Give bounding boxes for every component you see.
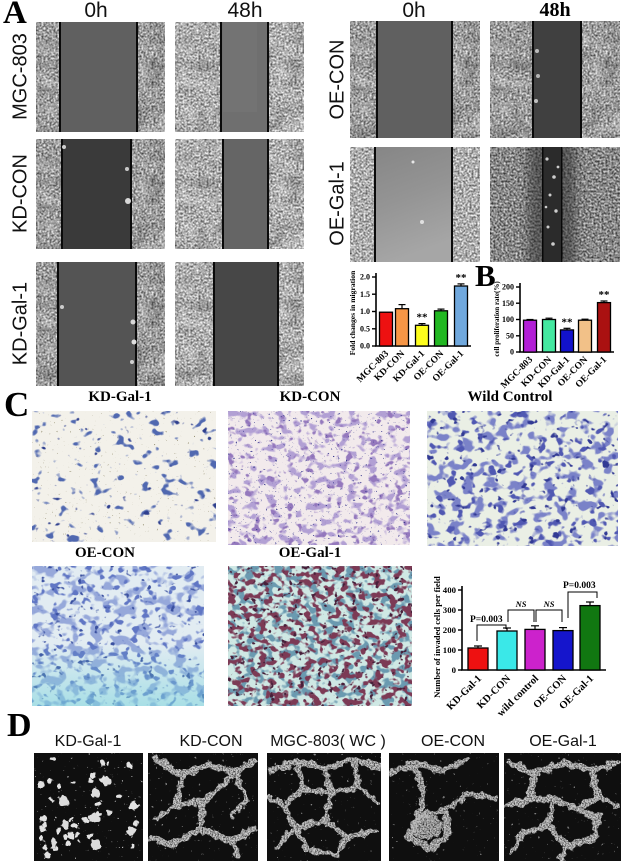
svg-text:0.0: 0.0	[360, 342, 370, 351]
svg-text:0.5: 0.5	[360, 325, 370, 334]
svg-text:100: 100	[443, 645, 457, 655]
svg-text:**: **	[599, 289, 611, 301]
svg-text:NS: NS	[543, 599, 555, 609]
svg-text:Number of invaded cells per fi: Number of invaded cells per field	[432, 576, 442, 698]
svg-text:P=0.003: P=0.003	[470, 615, 503, 625]
svg-text:**: **	[417, 312, 429, 324]
svg-text:0: 0	[452, 665, 457, 675]
svg-text:**: **	[562, 316, 574, 328]
svg-text:400: 400	[443, 585, 457, 595]
svg-text:0: 0	[510, 348, 514, 357]
svg-text:B: B	[475, 258, 496, 293]
svg-text:150: 150	[502, 299, 514, 308]
svg-text:Fold changes in migration: Fold changes in migration	[348, 270, 357, 355]
svg-text:1.5: 1.5	[360, 290, 370, 299]
svg-text:P=0.003: P=0.003	[563, 581, 596, 591]
svg-text:cell proliferation rate(%): cell proliferation rate(%)	[493, 281, 501, 357]
svg-text:**: **	[456, 272, 468, 284]
svg-text:NS: NS	[515, 599, 527, 609]
svg-text:50: 50	[506, 332, 514, 341]
svg-text:1.0: 1.0	[360, 307, 370, 316]
svg-text:2.0: 2.0	[360, 273, 370, 282]
svg-text:200: 200	[443, 625, 457, 635]
svg-text:300: 300	[443, 605, 457, 615]
svg-text:100: 100	[502, 315, 514, 324]
svg-text:200: 200	[502, 283, 514, 292]
